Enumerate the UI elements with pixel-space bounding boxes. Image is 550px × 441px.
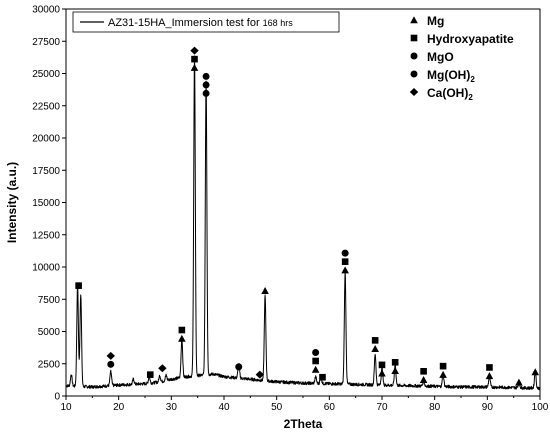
- series-line: [65, 55, 541, 391]
- y-tick-label: 17500: [32, 166, 60, 177]
- triangle-peak-marker: [485, 372, 494, 380]
- y-tick-label: 2500: [38, 359, 61, 370]
- legend-label: AZ31-15HA_Immersion test for 168 hrs: [108, 17, 293, 29]
- square-peak-marker: [420, 368, 427, 375]
- x-tick-label: 100: [532, 402, 549, 413]
- triangle-peak-marker: [261, 287, 269, 294]
- x-tick-label: 10: [60, 402, 72, 413]
- x-tick-label: 30: [166, 402, 178, 413]
- circle-peak-marker: [202, 89, 210, 97]
- y-tick-label: 30000: [32, 5, 60, 16]
- triangle-key-icon: [410, 16, 418, 24]
- x-tick-label: 60: [324, 402, 336, 413]
- x-tick-label: 90: [482, 402, 494, 413]
- triangle-peak-marker: [371, 345, 379, 353]
- y-tick-label: 0: [54, 392, 60, 403]
- circle-peak-marker: [202, 81, 210, 89]
- y-tick-label: 20000: [32, 134, 60, 145]
- y-tick-label: 27500: [32, 37, 60, 48]
- phase-key-label-main: Mg: [427, 14, 444, 28]
- diamond-peak-marker: [158, 364, 167, 373]
- phase-key-label-main: MgO: [427, 50, 454, 64]
- x-axis-title: 2Theta: [284, 417, 323, 431]
- square-peak-marker: [146, 371, 154, 378]
- x-tick-label: 70: [376, 402, 388, 413]
- triangle-peak-marker: [311, 365, 320, 373]
- circle-key-icon: [410, 52, 418, 60]
- square-peak-marker: [319, 373, 326, 381]
- legend-label-small: 168 hrs: [263, 18, 294, 28]
- square-peak-marker: [341, 258, 349, 265]
- square-peak-marker: [178, 326, 186, 334]
- axis-ticks: 10 20 30 40 50 60 70 80 90 100 0 2500 5000 7500 10000 1…: [32, 5, 549, 414]
- circle-peak-marker: [107, 360, 115, 368]
- legend: AZ31-15HA_Immersion test for 168 hrs: [72, 11, 340, 33]
- phase-key-label-main: Mg(OH): [427, 68, 470, 82]
- y-tick-label: 15000: [32, 198, 60, 209]
- phase-key-label: Ca(OH)2: [427, 86, 473, 102]
- circle-peak-marker: [312, 348, 320, 356]
- triangle-peak-marker: [190, 63, 199, 71]
- square-peak-marker: [191, 55, 198, 63]
- diamond-peak-marker: [190, 46, 199, 55]
- square-peak-marker: [486, 364, 493, 371]
- circle-key-icon: [410, 70, 418, 78]
- square-peak-marker: [75, 282, 82, 289]
- triangle-peak-marker: [178, 334, 186, 342]
- circle-peak-marker: [235, 363, 243, 371]
- circle-peak-marker: [202, 72, 210, 80]
- y-tick-label: 12500: [32, 230, 60, 241]
- phase-key-label: Mg: [427, 14, 444, 28]
- square-peak-marker: [371, 337, 379, 344]
- diamond-peak-marker: [255, 370, 265, 379]
- square-peak-marker: [312, 357, 319, 365]
- y-tick-label: 5000: [38, 327, 61, 338]
- triangle-peak-marker: [391, 366, 399, 374]
- data-layer: [65, 55, 541, 391]
- x-tick-label: 40: [218, 402, 230, 413]
- phase-key-label-main: Ca(OH): [427, 86, 468, 100]
- peak-markers: [75, 46, 540, 386]
- diamond-peak-marker: [106, 351, 115, 360]
- legend-box: [72, 11, 340, 33]
- x-tick-label: 50: [271, 402, 283, 413]
- triangle-peak-marker: [341, 266, 349, 274]
- legend-label-main: AZ31-15HA_Immersion test for: [108, 17, 263, 29]
- circle-peak-marker: [341, 249, 349, 257]
- square-peak-marker: [391, 358, 399, 366]
- triangle-peak-marker: [439, 370, 447, 378]
- phase-key-label-subscript: 2: [468, 93, 473, 102]
- y-tick-label: 10000: [32, 263, 60, 274]
- triangle-peak-marker: [531, 368, 540, 376]
- phase-key-label-subscript: 2: [470, 75, 475, 84]
- phase-key-label: Mg(OH)2: [427, 68, 475, 84]
- triangle-peak-marker: [419, 376, 428, 384]
- triangle-peak-marker: [378, 369, 386, 377]
- square-key-icon: [410, 34, 418, 42]
- phase-key-label-main: Hydroxyapatite: [427, 32, 514, 46]
- triangle-peak-marker: [515, 378, 523, 386]
- square-peak-marker: [378, 361, 386, 369]
- y-tick-label: 7500: [38, 295, 61, 306]
- square-peak-marker: [439, 362, 447, 370]
- diamond-key-icon: [409, 88, 419, 96]
- phase-key-label: MgO: [427, 50, 454, 64]
- phase-key-label: Hydroxyapatite: [427, 32, 514, 46]
- x-tick-label: 20: [113, 402, 125, 413]
- y-tick-label: 25000: [32, 69, 60, 80]
- x-tick-label: 80: [429, 402, 441, 413]
- y-tick-label: 22500: [32, 101, 60, 112]
- y-axis-title: Intensity (a.u.): [5, 162, 19, 243]
